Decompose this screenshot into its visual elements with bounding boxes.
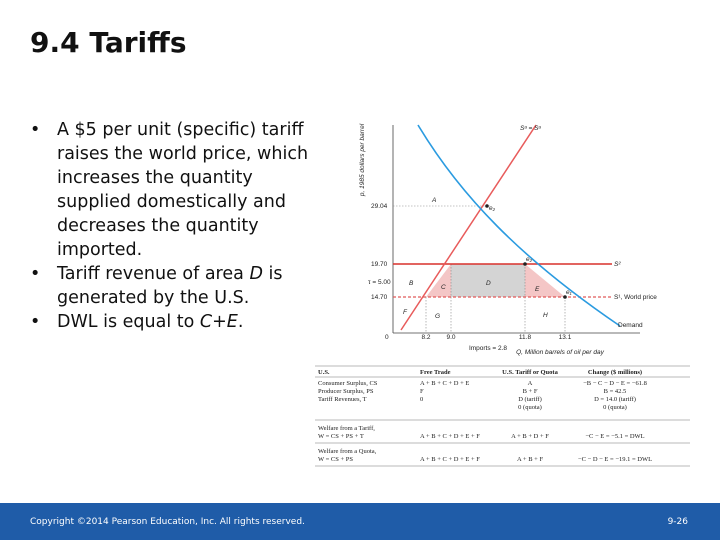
table-cell: Consumer Surplus, CS — [318, 380, 378, 387]
bullet-text: A $5 per unit (specific) tariff raises t… — [57, 120, 309, 260]
x-label: Q, Million barrels of oil per day — [516, 349, 605, 356]
figure: p, 1985 dollars per barrel Q, Million ba… — [315, 123, 690, 467]
curve-label: S¹, World price — [614, 294, 657, 301]
footer: Copyright ©2014 Pearson Education, Inc. … — [0, 503, 720, 540]
table-cell: A + B + C + D + E + F — [420, 433, 480, 440]
area-label: F — [403, 309, 408, 316]
area-label: C — [441, 284, 446, 291]
table-cell: 0 (quota) — [518, 404, 542, 411]
y-label: p, 1985 dollars per barrel — [359, 123, 366, 197]
bullet-text: D — [249, 264, 263, 284]
bullet: Tariff revenue of area D is generated by… — [30, 262, 315, 310]
area-label: D — [486, 280, 491, 287]
table-cell: D = 14.0 (tariff) — [594, 396, 636, 403]
table-cell: Free Trade — [420, 369, 451, 376]
price-label: 19.70 — [371, 261, 388, 268]
table-cell: Producer Surplus, PS — [318, 388, 374, 395]
point — [563, 295, 567, 299]
bullet-text: is generated by the U.S. — [57, 264, 283, 308]
curve-label: S² — [614, 261, 621, 268]
copyright: Copyright ©2014 Pearson Education, Inc. … — [30, 517, 305, 527]
area-c — [426, 264, 451, 297]
area-labels: A B C D E F G H — [403, 197, 548, 320]
table-cell: B + F — [523, 388, 538, 395]
area-e — [525, 264, 565, 297]
area-d — [451, 264, 525, 297]
area-label: A — [431, 197, 436, 204]
supply-curve — [400, 124, 537, 331]
demand-curve — [417, 124, 621, 327]
curve-label: Demand — [618, 322, 643, 329]
area-label: H — [543, 312, 548, 319]
table-cell: F — [420, 388, 424, 395]
bullet: A $5 per unit (specific) tariff raises t… — [30, 118, 315, 262]
table-cell: A + B + C + D + E + F — [420, 456, 480, 463]
table-cell: Welfare from a Quota, — [318, 448, 377, 455]
bullet: DWL is equal to C+E. — [30, 310, 315, 334]
table-cell: A — [528, 380, 533, 387]
point — [485, 204, 489, 208]
table-cell: −C − D − E = −19.1 = DWL — [578, 456, 652, 463]
price-label: 29.04 — [371, 203, 388, 210]
area-label: B — [409, 280, 414, 287]
tariff-label: τ = 5.00 — [368, 279, 391, 286]
table-cell: A + B + D + F — [511, 433, 549, 440]
table-cell: 0 (quota) — [603, 404, 627, 411]
bullet-list: A $5 per unit (specific) tariff raises t… — [30, 118, 315, 334]
table-cell: D (tariff) — [518, 396, 542, 403]
table-cell: W = CS + PS + T — [318, 433, 364, 440]
table-cell: U.S. — [318, 369, 330, 376]
point-label: e₂ — [489, 205, 496, 212]
table-cell: 0 — [420, 396, 423, 403]
area-label: G — [435, 313, 440, 320]
table-cell: Change ($ millions) — [588, 369, 642, 376]
point-label: e₁ — [566, 289, 572, 296]
table-cell: A + B + C + D + E — [420, 380, 469, 387]
price-label: 14.70 — [371, 294, 388, 301]
area-label: E — [535, 286, 540, 293]
table-cell: Welfare from a Tariff, — [318, 425, 375, 432]
bullet-text: Tariff revenue of area — [57, 264, 250, 284]
table-cell: A + B + F — [517, 456, 544, 463]
bullet-text: C+E — [199, 312, 238, 332]
quantity-label: 9.0 — [446, 334, 455, 341]
slide-title: 9.4 Tariffs — [30, 26, 187, 59]
curve-label: Sᵃ = Sᵃ — [520, 125, 541, 132]
table-cell: Tariff Revenues, T — [318, 396, 367, 403]
point-label: e₂ — [526, 256, 533, 263]
table-cell: −C − E = −5.1 = DWL — [585, 433, 644, 440]
table: U.S. Free Trade U.S. Tariff or Quota Change… — [318, 369, 652, 463]
table-cell: U.S. Tariff or Quota — [502, 369, 558, 376]
bullet-text: DWL is equal to — [57, 312, 200, 332]
imports-label: Imports = 2.8 — [469, 345, 507, 352]
point — [523, 262, 527, 266]
bullet-text: . — [237, 312, 244, 332]
origin-label: 0 — [385, 334, 389, 341]
page-number: 9-26 — [667, 517, 688, 527]
table-cell: −B − C − D − E = −61.8 — [583, 380, 647, 387]
guides — [393, 205, 566, 333]
table-cell: W = CS + PS — [318, 456, 353, 463]
table-cell: B = 42.5 — [604, 388, 627, 395]
quantity-label: 11.8 — [519, 334, 532, 341]
quantity-label: 13.1 — [559, 334, 572, 341]
quantity-label: 8.2 — [421, 334, 430, 341]
